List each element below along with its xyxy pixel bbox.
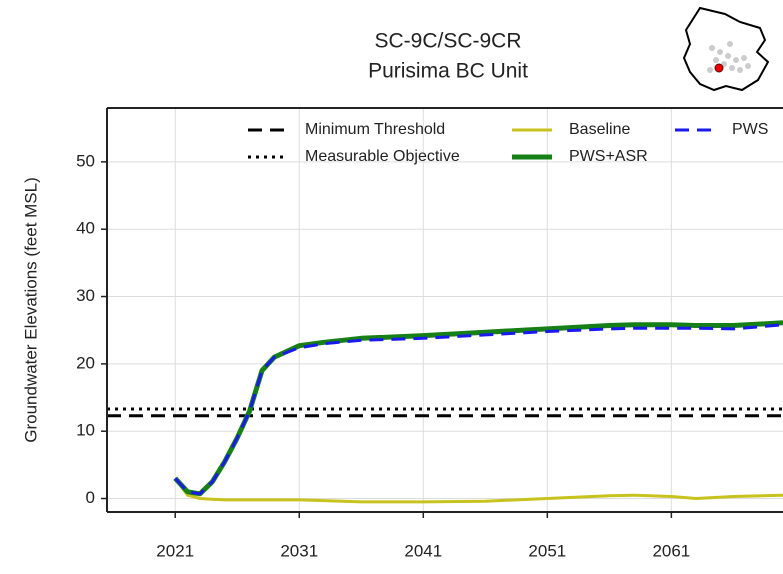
- x-tick-label: 2021: [156, 541, 194, 560]
- series-line: [173, 477, 783, 504]
- chart-title: SC-9C/SC-9CR: [374, 30, 521, 53]
- plot-area: [107, 108, 783, 512]
- locator-map: [682, 6, 770, 92]
- x-tick-label: 2051: [528, 541, 566, 560]
- y-tick-label: 10: [76, 421, 95, 440]
- legend-label: PWS: [732, 121, 768, 138]
- legend-label: Minimum Threshold: [305, 121, 445, 138]
- x-tick-label: 2041: [404, 541, 442, 560]
- chart-subtitle: Purisima BC Unit: [368, 60, 528, 83]
- axes-frame: [106, 107, 783, 513]
- y-tick-label: 50: [76, 151, 95, 170]
- y-tick-label: 40: [76, 219, 95, 238]
- y-axis-label: Groundwater Elevations (feet MSL): [21, 177, 40, 443]
- series-group: [107, 320, 783, 504]
- x-tick-label: 2061: [652, 541, 690, 560]
- y-tick-label: 20: [76, 353, 95, 372]
- x-tick-label: 2031: [280, 541, 318, 560]
- legend-label: Baseline: [569, 121, 630, 138]
- legend-label: Measurable Objective: [305, 148, 460, 165]
- y-tick-label: 0: [86, 488, 95, 507]
- legend-label: PWS+ASR: [569, 148, 648, 165]
- series-line: [174, 323, 783, 496]
- y-tick-label: 30: [76, 286, 95, 305]
